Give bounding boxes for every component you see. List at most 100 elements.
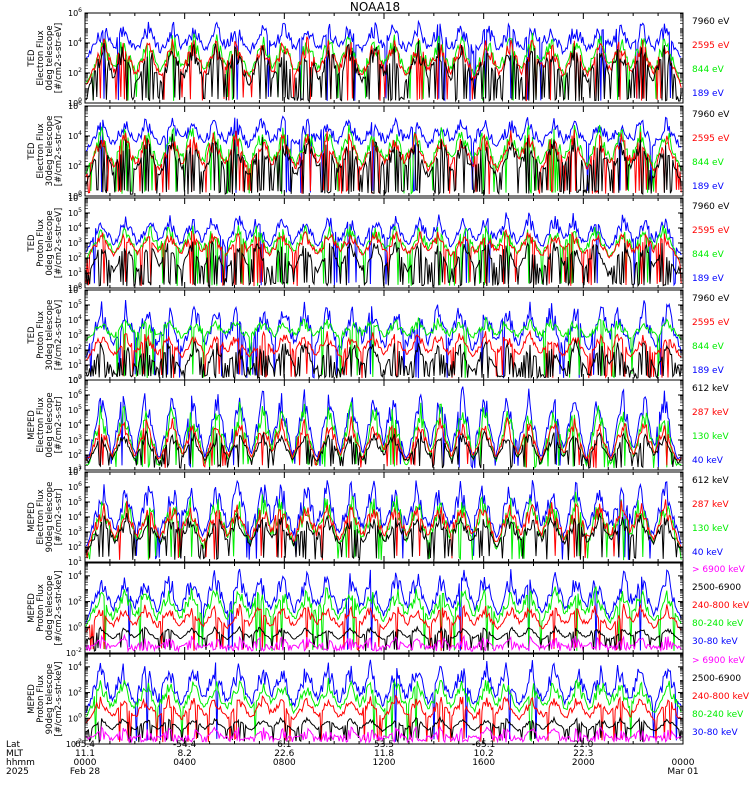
y-tick-label: 102 (68, 160, 82, 171)
legend-entry: 80-240 keV (692, 710, 744, 720)
y-axis-label: 0deg telescope (45, 392, 55, 457)
y-tick-label: 102 (68, 541, 82, 552)
legend-entry: 189 eV (692, 182, 725, 192)
y-tick-label: 10-2 (66, 738, 82, 749)
footer-value-lat: -65.1 (472, 740, 495, 750)
y-tick-label: 104 (68, 37, 82, 48)
y-tick-label: 103 (68, 329, 82, 340)
legend-entry: 287 keV (692, 408, 729, 418)
series-line-blue (85, 299, 682, 379)
y-tick-label: 102 (68, 449, 82, 460)
y-axis-label: Proton Flux (36, 675, 46, 723)
series-line-green (85, 586, 682, 652)
panel-1: 100 102 104 106 TED Electron Flux 0deg telesco… (27, 7, 730, 108)
series-line-magenta (85, 633, 682, 653)
y-axis-label: [#/cm2-s-str-eV] (54, 208, 64, 278)
legend-entry: 612 keV (692, 476, 729, 486)
y-tick-label: 104 (68, 130, 82, 141)
series-line-black (85, 40, 682, 103)
footer-value-lat: 6.1 (277, 740, 291, 750)
panel-6: 101 102 103 104 105 106 107 MEPED Electron Flux 9… (27, 466, 729, 567)
series-line-blue (85, 212, 682, 287)
y-axis-label: [#/cm2-s-str-eV] (54, 116, 64, 186)
series-line-black (85, 715, 682, 744)
series-line-red (85, 329, 682, 379)
y-tick-label: 102 (68, 596, 82, 607)
y-tick-label: 103 (68, 434, 82, 445)
series-line-red (85, 228, 682, 287)
y-tick-label: 101 (68, 556, 82, 567)
y-tick-label: 101 (68, 464, 82, 475)
legend-entry: 240-800 keV (692, 601, 750, 611)
y-tick-label: 106 (68, 481, 82, 492)
series-line-black (85, 624, 682, 652)
panel-8: 10-2 100 102 104 MEPED Proton Flux 90deg teles… (27, 653, 750, 749)
y-axis-label: Proton Flux (36, 311, 46, 359)
footer-value-mlt: 11.1 (75, 749, 95, 759)
y-axis-label: Electron Flux (36, 123, 46, 178)
y-tick-label: 104 (68, 222, 82, 233)
y-tick-label: 104 (68, 570, 82, 581)
y-tick-label: 101 (68, 359, 82, 370)
footer-value-lat: 21.0 (573, 740, 593, 750)
legend-entry: 189 eV (692, 366, 725, 376)
footer-value-lat: 53.5 (374, 740, 394, 750)
y-axis-label: [#/cm2-s-str-keV] (54, 571, 64, 646)
legend-entry: 7960 eV (692, 17, 730, 27)
y-tick-label: 10-2 (66, 647, 82, 658)
series-line-red (85, 36, 682, 102)
y-axis-label: Proton Flux (36, 584, 46, 632)
series-line-red (85, 499, 682, 561)
series-line-blue (85, 19, 682, 102)
y-axis-label: 0deg telescope (45, 210, 55, 275)
y-tick-label: 105 (68, 496, 82, 507)
legend-entry: 30-80 keV (692, 637, 738, 647)
footer-value-mlt: 10.2 (474, 749, 494, 759)
y-tick-label: 106 (68, 192, 82, 203)
footer-value-mlt: 22.6 (274, 749, 294, 759)
y-axis-label: Proton Flux (36, 219, 46, 267)
y-axis-label: [#/cm2-s-str] (54, 397, 64, 454)
panel-2: 100 102 104 106 TED Electron Flux 30deg telesc… (27, 100, 730, 201)
footer-value-lat: 65.4 (75, 740, 95, 750)
legend-entry: 189 eV (692, 274, 725, 284)
y-tick-label: 105 (68, 299, 82, 310)
y-axis-label: 30deg telescope (45, 116, 55, 187)
y-axis-label: TED (27, 234, 37, 253)
legend-entry: 130 keV (692, 524, 729, 534)
legend-entry: 40 keV (692, 456, 724, 466)
y-tick-label: 100 (68, 97, 82, 108)
y-axis-label: MEPED (27, 593, 37, 623)
legend-entry: > 6900 keV (692, 565, 746, 575)
legend-entry: 2595 eV (692, 318, 730, 328)
footer-value-mlt: 11.8 (374, 749, 394, 759)
y-axis-label: MEPED (27, 410, 37, 440)
y-axis-label: Electron Flux (36, 30, 46, 85)
y-tick-label: 103 (68, 526, 82, 537)
series-line-magenta (85, 725, 682, 745)
series-line-green (85, 225, 682, 286)
y-tick-label: 102 (68, 252, 82, 263)
series-line-black (85, 430, 682, 470)
footer-value-hhmm: 1200 (373, 758, 396, 768)
y-axis-label: Electron Flux (36, 489, 46, 544)
y-tick-label: 100 (68, 282, 82, 293)
legend-entry: 80-240 keV (692, 619, 744, 629)
y-tick-label: 100 (68, 374, 82, 385)
legend-entry: 844 eV (692, 250, 725, 260)
y-tick-label: 102 (68, 67, 82, 78)
y-axis-label: [#/cm2-s-str] (54, 489, 64, 546)
y-tick-label: 100 (68, 712, 82, 723)
series-line-blue (85, 659, 682, 742)
legend-entry: > 6900 keV (692, 656, 746, 666)
footer-row-label: MLT (6, 749, 24, 759)
footer-value-date: Mar 01 (667, 767, 698, 777)
legend-entry: 30-80 keV (692, 728, 738, 738)
y-tick-label: 106 (68, 389, 82, 400)
footer-row-label: 2025 (6, 767, 29, 777)
y-axis-label: 90deg telescope (45, 482, 55, 553)
series-line-black (85, 338, 682, 380)
legend-entry: 240-800 keV (692, 692, 750, 702)
y-axis-label: 90deg telescope (45, 664, 55, 735)
